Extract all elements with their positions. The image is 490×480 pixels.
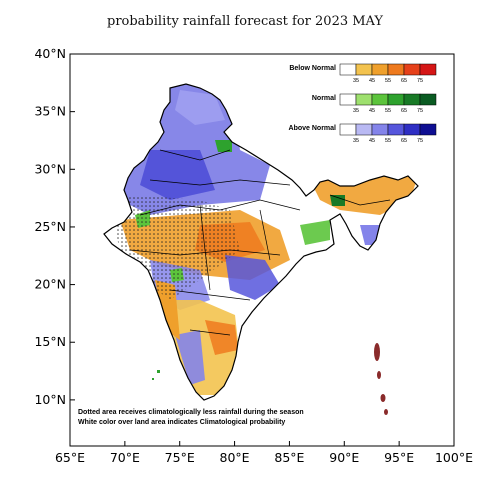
legend-swatch bbox=[355, 63, 373, 76]
legend-swatch bbox=[419, 93, 437, 106]
legend-swatch bbox=[339, 63, 357, 76]
map-title: probability rainfall forecast for 2023 M… bbox=[107, 14, 383, 29]
legend-swatch bbox=[371, 63, 389, 76]
y-tick-label: 30°N bbox=[34, 161, 66, 176]
legend-tick-label: 75 bbox=[417, 108, 423, 114]
x-tick-label: 65°E bbox=[55, 450, 85, 465]
andaman-nicobar-islands bbox=[374, 343, 388, 415]
legend: Below Normal 35 45 55 65 75 Normal 35 45 55 65 75 Ab… bbox=[289, 63, 437, 144]
legend-swatch bbox=[387, 93, 405, 106]
legend-swatch bbox=[403, 123, 421, 136]
legend-swatch bbox=[403, 63, 421, 76]
legend-tick-label: 65 bbox=[401, 108, 407, 114]
y-tick-label: 25°N bbox=[34, 219, 66, 234]
legend-title: Normal bbox=[312, 95, 336, 102]
x-tick-label: 70°E bbox=[110, 450, 140, 465]
legend-swatch bbox=[387, 123, 405, 136]
legend-tick-label: 75 bbox=[417, 78, 423, 84]
x-tick-label: 85°E bbox=[274, 450, 304, 465]
x-tick-label: 100°E bbox=[435, 450, 473, 465]
y-tick-label: 35°N bbox=[34, 104, 66, 119]
legend-title: Below Normal bbox=[289, 65, 336, 72]
x-tick-label: 75°E bbox=[165, 450, 195, 465]
note-dotted-area: Dotted area receives climatologically le… bbox=[78, 409, 304, 416]
y-tick-label: 10°N bbox=[34, 392, 66, 407]
legend-swatch bbox=[403, 93, 421, 106]
x-tick-label: 90°E bbox=[329, 450, 359, 465]
legend-swatch bbox=[355, 93, 373, 106]
india-outline bbox=[103, 83, 419, 401]
latitude-axis: 40°N 35°N 30°N 25°N 20°N 15°N 10°N bbox=[34, 46, 75, 407]
legend-tick-label: 45 bbox=[369, 78, 375, 84]
legend-tick-label: 55 bbox=[385, 138, 391, 144]
legend-tick-label: 45 bbox=[369, 138, 375, 144]
state-boundaries bbox=[129, 149, 391, 336]
note-white-color: White color over land area indicates Cli… bbox=[78, 419, 285, 426]
legend-swatch bbox=[355, 123, 373, 136]
y-tick-label: 40°N bbox=[34, 46, 66, 61]
legend-tick-label: 75 bbox=[417, 138, 423, 144]
legend-tick-label: 35 bbox=[353, 78, 359, 84]
legend-swatch bbox=[387, 63, 405, 76]
x-tick-label: 80°E bbox=[220, 450, 250, 465]
legend-swatch bbox=[419, 63, 437, 76]
legend-swatch bbox=[339, 93, 357, 106]
legend-tick-label: 55 bbox=[385, 78, 391, 84]
legend-tick-label: 45 bbox=[369, 108, 375, 114]
legend-tick-label: 35 bbox=[353, 108, 359, 114]
legend-swatch bbox=[371, 93, 389, 106]
legend-title: Above Normal bbox=[289, 125, 337, 132]
y-tick-label: 20°N bbox=[34, 277, 66, 292]
longitude-axis: 65°E 70°E 75°E 80°E 85°E 90°E 95°E 100°E bbox=[55, 441, 473, 465]
legend-tick-label: 65 bbox=[401, 138, 407, 144]
small-islands bbox=[152, 370, 160, 380]
x-tick-label: 95°E bbox=[384, 450, 414, 465]
legend-tick-label: 65 bbox=[401, 78, 407, 84]
legend-swatch bbox=[339, 123, 357, 136]
y-tick-label: 15°N bbox=[34, 334, 66, 349]
legend-swatch bbox=[419, 123, 437, 136]
legend-tick-label: 55 bbox=[385, 108, 391, 114]
legend-tick-label: 35 bbox=[353, 138, 359, 144]
legend-swatch bbox=[371, 123, 389, 136]
